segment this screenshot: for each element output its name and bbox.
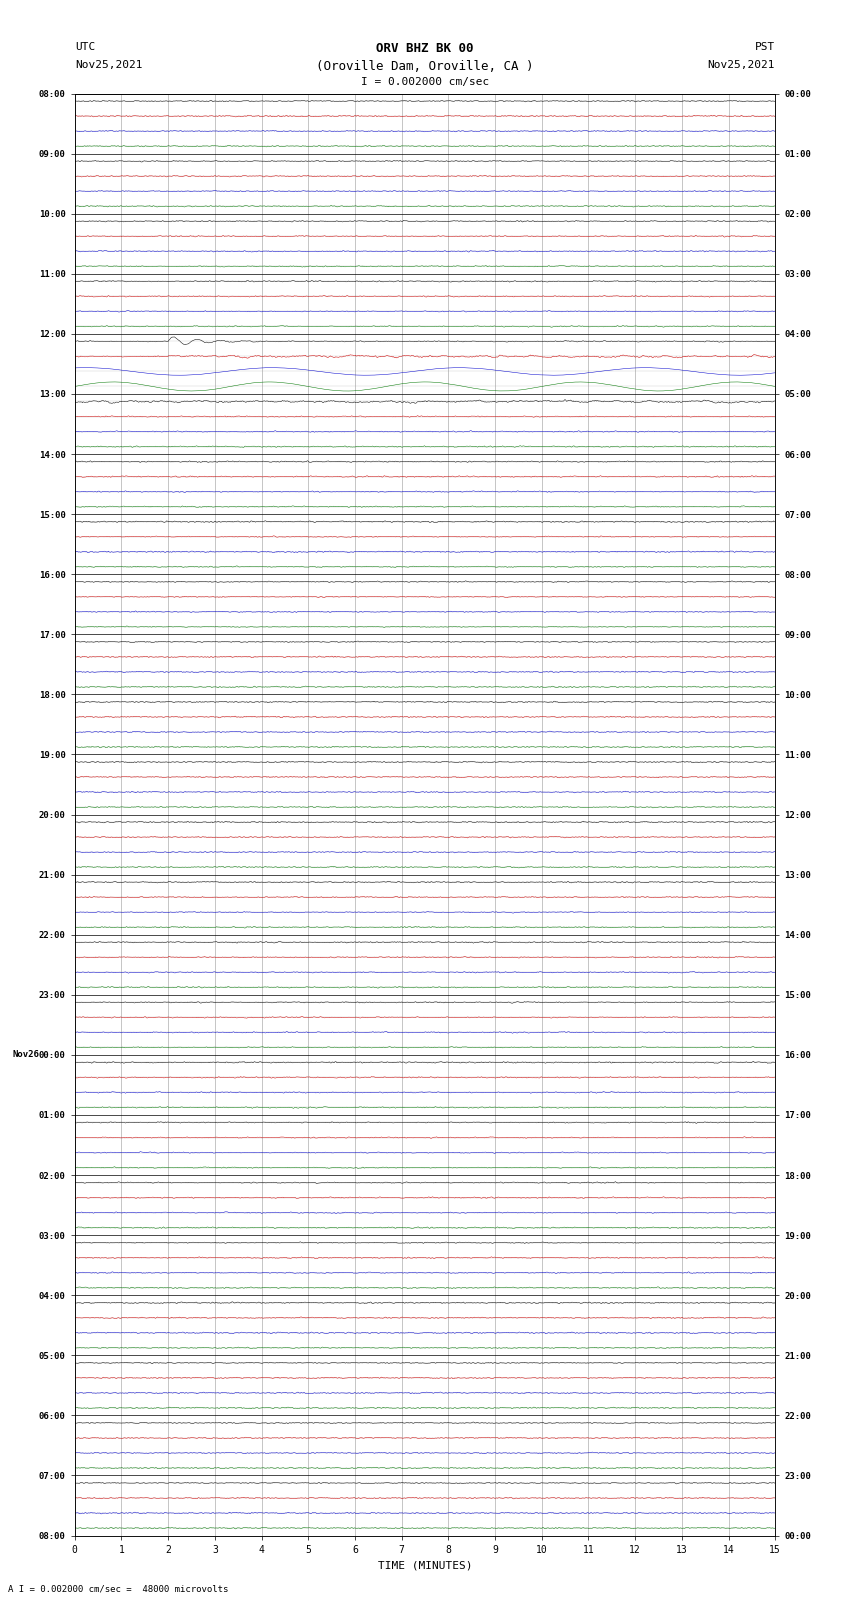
Text: Nov26: Nov26 xyxy=(12,1050,39,1060)
Text: Nov25,2021: Nov25,2021 xyxy=(75,60,142,69)
Text: ORV BHZ BK 00: ORV BHZ BK 00 xyxy=(377,42,473,55)
Text: Nov25,2021: Nov25,2021 xyxy=(708,60,775,69)
Text: UTC: UTC xyxy=(75,42,95,52)
Text: A I = 0.002000 cm/sec =  48000 microvolts: A I = 0.002000 cm/sec = 48000 microvolts xyxy=(8,1584,229,1594)
Text: I = 0.002000 cm/sec: I = 0.002000 cm/sec xyxy=(361,77,489,87)
Text: PST: PST xyxy=(755,42,775,52)
X-axis label: TIME (MINUTES): TIME (MINUTES) xyxy=(377,1560,473,1569)
Text: (Oroville Dam, Oroville, CA ): (Oroville Dam, Oroville, CA ) xyxy=(316,60,534,73)
